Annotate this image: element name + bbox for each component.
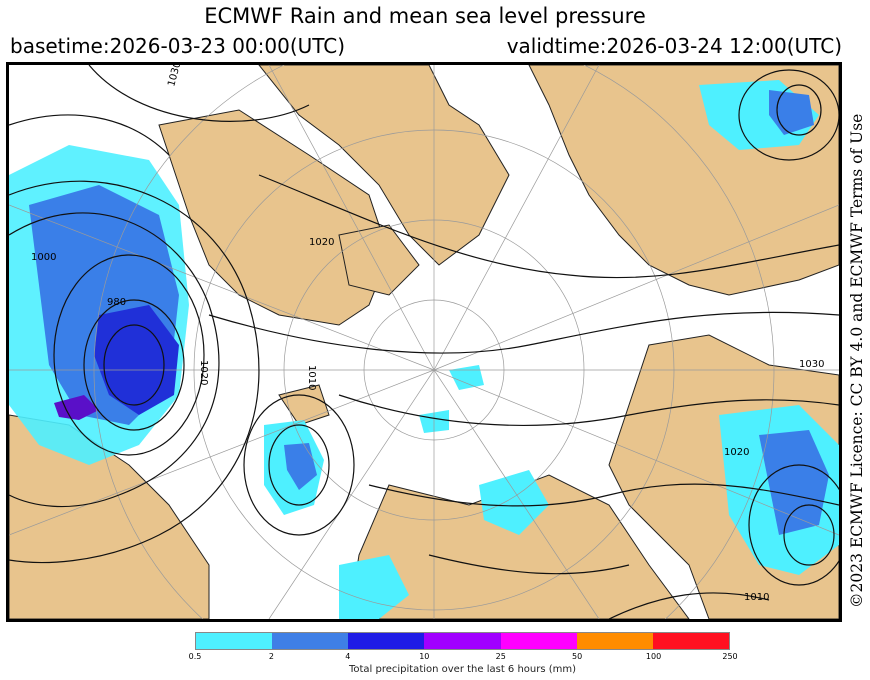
isobars [9, 65, 839, 619]
chart-title: ECMWF Rain and mean sea level pressure [204, 4, 646, 28]
precipitation-areas [9, 80, 839, 619]
isobar-label-1010-southeast: 1010 [744, 592, 769, 603]
colorbar-tick: 10 [419, 652, 430, 661]
rain-heavy-cyclone [94, 305, 179, 415]
colorbar-segment-5 [576, 633, 653, 649]
map-panel: 1030 1020 1000 980 1010 1020 1020 1030 1… [6, 62, 842, 622]
colorbar-tick: 50 [572, 652, 583, 661]
validtime-label: validtime:2026-03-24 12:00(UTC) [506, 34, 842, 58]
northeast-low [776, 84, 822, 136]
isobar-label-1000-west: 1000 [31, 252, 56, 263]
colorbar-tick: 0.5 [188, 652, 202, 661]
rain-arctic-spot [449, 365, 484, 390]
islands-north-land [338, 224, 420, 296]
licence-text: ©2023 ECMWF Licence: CC BY 4.0 and ECMWF… [848, 113, 866, 608]
greenland-land [158, 109, 390, 326]
isobar-label-980-cyclone: 980 [107, 297, 126, 308]
colorbar-caption: Total precipitation over the last 6 hour… [348, 664, 577, 675]
isobar-label-1020-east: 1020 [724, 447, 749, 458]
colorbar-tick: 2 [268, 652, 274, 661]
rain-extreme-core [54, 395, 99, 420]
colorbar-segment-2 [348, 633, 425, 649]
colorbar-segment-1 [272, 633, 349, 649]
rain-norway [339, 555, 409, 619]
colorbar-tick: 250 [722, 652, 738, 661]
isobar-label-1020-center: 1020 [198, 360, 209, 385]
colorbar-segment-0 [196, 633, 273, 649]
greenland-sea-low [268, 424, 330, 506]
map-svg: 1030 1020 1000 980 1010 1020 1020 1030 1… [9, 65, 839, 619]
colorbar-segment-6 [652, 633, 729, 649]
rain-east-siberia-mid [759, 430, 829, 535]
colorbar-segment-4 [500, 633, 577, 649]
canadian-archipelago-land [258, 65, 510, 266]
precipitation-colorbar [195, 632, 730, 650]
basetime-label: basetime:2026-03-23 00:00(UTC) [10, 34, 346, 58]
svalbard-land [278, 384, 330, 426]
isobar-label-1030-east: 1030 [799, 359, 824, 370]
cyclone-center-isobar [103, 324, 165, 406]
rain-greenland-sea-mid [284, 443, 317, 490]
graticule [9, 65, 839, 619]
isobar-label-1010-center: 1010 [306, 365, 317, 390]
colorbar-tick: 4 [345, 652, 351, 661]
colorbar-ticks: 0.5 2 4 10 25 50 100 250 [189, 652, 738, 662]
rain-barents [479, 470, 549, 535]
colorbar-tick: 25 [495, 652, 506, 661]
east-siberia-low [783, 504, 835, 566]
colorbar-segment-3 [424, 633, 501, 649]
colorbar-tick: 100 [645, 652, 662, 661]
isobar-label-1030-north: 1030 [166, 65, 183, 88]
isobar-label-1020-greenland: 1020 [309, 237, 334, 248]
